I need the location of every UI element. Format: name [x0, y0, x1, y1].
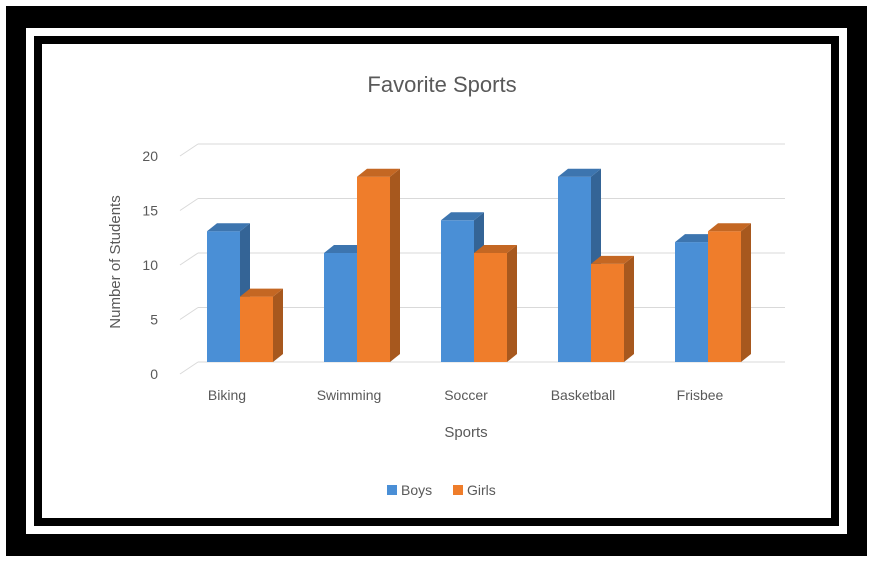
y-tick-label: 15 — [142, 203, 158, 219]
gridline-side — [179, 252, 199, 266]
gridline-side — [179, 307, 199, 320]
gridline-side — [179, 143, 199, 157]
x-tick-label: Frisbee — [677, 387, 724, 403]
gridline-side — [179, 198, 199, 211]
x-axis-ticks: Biking Swimming Soccer Basketball Frisbee — [208, 387, 724, 403]
bars — [207, 168, 751, 362]
bar-girls-basketball — [591, 255, 634, 362]
legend-label-girls: Girls — [467, 482, 496, 498]
bar-girls-frisbee — [708, 223, 751, 362]
y-tick-label: 5 — [150, 312, 158, 328]
y-axis-label: Number of Students — [107, 195, 124, 328]
y-tick-label: 10 — [142, 257, 158, 273]
bar-girls-biking — [240, 288, 283, 362]
x-tick-label: Basketball — [551, 387, 616, 403]
gridline-side — [179, 361, 199, 375]
legend-swatch-girls — [453, 485, 463, 495]
x-tick-label: Soccer — [444, 387, 488, 403]
y-axis-ticks: 0 5 10 15 20 — [142, 148, 158, 382]
y-tick-label: 0 — [150, 366, 158, 382]
x-tick-label: Biking — [208, 387, 246, 403]
bar-girls-soccer — [474, 245, 517, 362]
y-tick-label: 20 — [142, 148, 158, 164]
x-axis-label: Sports — [444, 424, 487, 441]
chart-title: Favorite Sports — [367, 72, 516, 97]
legend-swatch-boys — [387, 485, 397, 495]
legend-label-boys: Boys — [401, 482, 432, 498]
x-tick-label: Swimming — [317, 387, 382, 403]
bar-girls-swimming — [357, 168, 400, 362]
legend: Boys Girls — [387, 482, 496, 498]
